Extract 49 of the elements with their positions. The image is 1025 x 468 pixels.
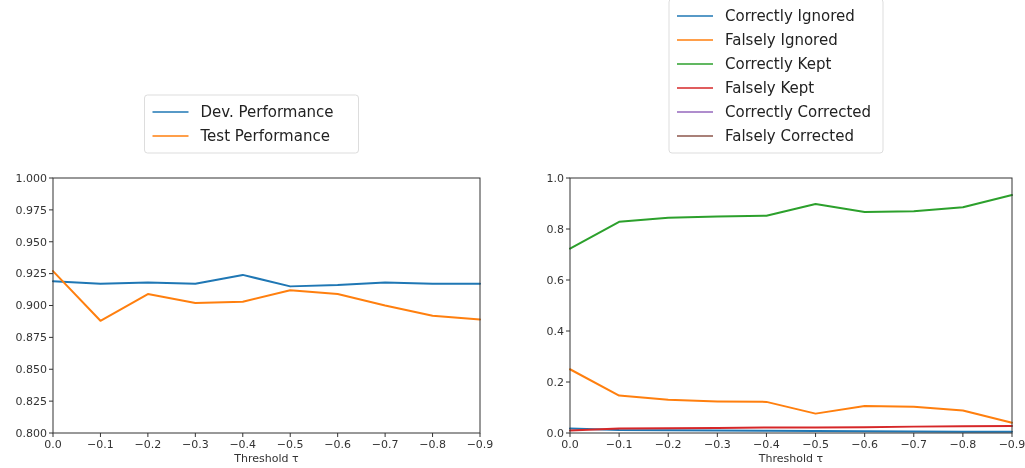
legend-label: Falsely Corrected: [725, 127, 854, 146]
y-tick-label: 0.900: [15, 299, 47, 313]
line-series: [569, 368, 1013, 424]
x-tick-label: −0.2: [654, 438, 682, 451]
y-tick-label: 1.0: [546, 171, 564, 185]
x-tick-label: −0.5: [802, 438, 829, 451]
line-series: [569, 194, 1013, 250]
y-tick-label: 0.8: [546, 222, 564, 236]
y-tick-label: 0.2: [546, 375, 564, 389]
x-axis-title: Threshold τ: [233, 452, 300, 465]
legend-label: Dev. Performance: [200, 103, 334, 122]
y-tick-label: 0.0: [546, 426, 564, 440]
legend-label: Falsely Ignored: [725, 31, 838, 50]
y-tick-label: 0.6: [546, 273, 564, 287]
y-tick-label: 0.950: [15, 235, 47, 249]
x-tick-label: −0.9: [466, 438, 494, 451]
x-tick-label: −0.4: [229, 438, 257, 451]
y-tick-label: 0.925: [15, 267, 47, 281]
x-tick-label: −0.7: [371, 438, 399, 451]
y-tick-label: 0.975: [15, 203, 47, 217]
x-tick-label: −0.7: [900, 438, 928, 451]
y-tick-label: 0.800: [15, 426, 47, 440]
legend-label: Correctly Kept: [725, 55, 832, 74]
x-tick-label: −0.1: [605, 438, 633, 451]
x-tick-label: −0.8: [419, 438, 446, 451]
legend-label: Correctly Corrected: [725, 103, 872, 122]
x-tick-label: −0.6: [851, 438, 879, 451]
y-tick-label: 0.4: [546, 324, 564, 338]
x-tick-label: 0.0: [561, 438, 579, 451]
x-tick-label: −0.3: [181, 438, 209, 451]
x-tick-label: 0.0: [44, 438, 62, 451]
legend-label: Test Performance: [199, 127, 330, 146]
x-tick-label: −0.1: [87, 438, 114, 451]
legend-label: Correctly Ignored: [725, 7, 855, 26]
x-tick-label: −0.2: [134, 438, 162, 451]
y-tick-label: 0.850: [15, 363, 47, 377]
y-tick-label: 0.875: [15, 331, 47, 345]
x-tick-label: −0.8: [949, 438, 977, 451]
line-series: [52, 270, 481, 322]
y-tick-label: 1.000: [15, 171, 47, 185]
x-tick-label: −0.4: [753, 438, 780, 451]
legend-label: Falsely Kept: [725, 79, 815, 98]
y-tick-label: 0.825: [15, 394, 47, 408]
x-axis-title: Threshold τ: [757, 452, 824, 465]
x-tick-label: −0.9: [998, 438, 1025, 451]
x-tick-label: −0.6: [324, 438, 352, 451]
x-tick-label: −0.3: [703, 438, 731, 451]
x-tick-label: −0.5: [276, 438, 304, 451]
line-series: [52, 273, 481, 288]
